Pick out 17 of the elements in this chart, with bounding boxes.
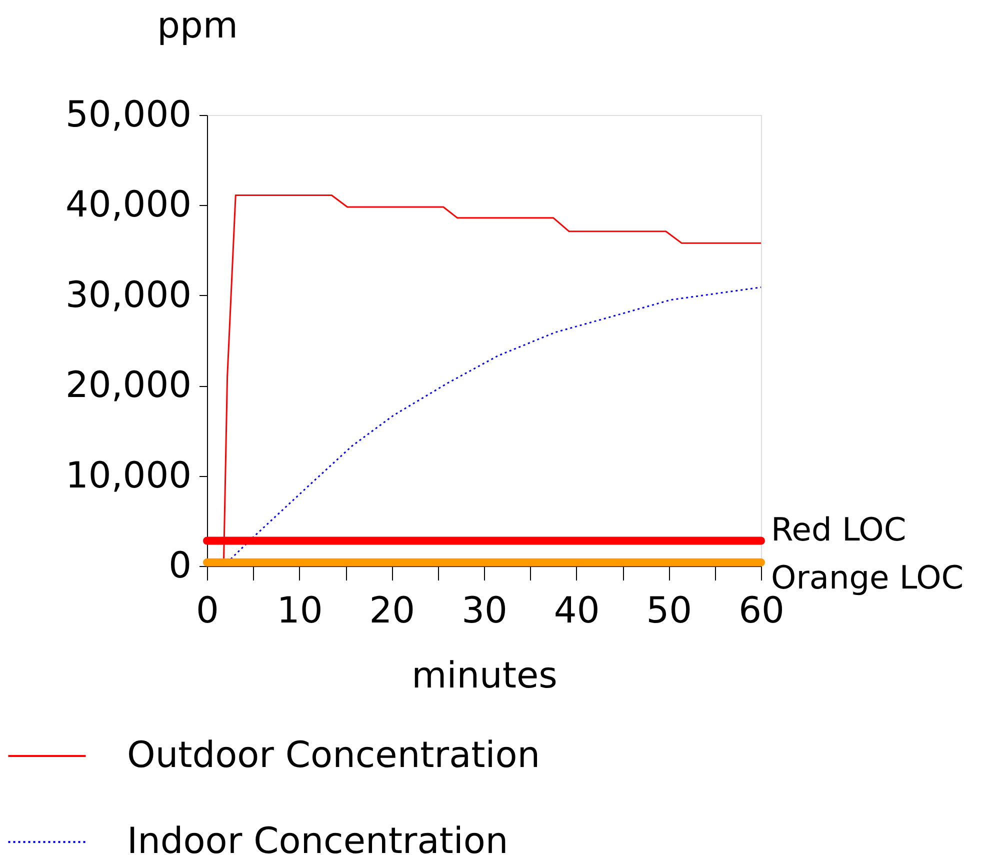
x-tick-label: 20: [369, 590, 416, 632]
x-tick-label: 40: [554, 590, 600, 632]
x-tick-label: 50: [646, 590, 692, 632]
x-tick-label: 10: [276, 590, 323, 632]
y-tick-label: 0: [168, 546, 192, 586]
y-tick-label: 20,000: [66, 365, 192, 406]
y-tick-label: 10,000: [66, 455, 192, 496]
y-tick-label: 50,000: [66, 94, 192, 136]
y-tick-label: 40,000: [66, 184, 192, 226]
x-tick-label: 0: [196, 590, 219, 632]
x-axis-title: minutes: [412, 656, 558, 696]
y-axis-title: ppm: [157, 6, 238, 46]
y-tick-label: 30,000: [66, 274, 192, 316]
ref-line-label: Red LOC: [771, 510, 906, 549]
x-tick-label: 30: [462, 590, 508, 632]
legend-label: Outdoor Concentration: [127, 735, 540, 776]
legend-label: Indoor Concentration: [127, 821, 508, 855]
